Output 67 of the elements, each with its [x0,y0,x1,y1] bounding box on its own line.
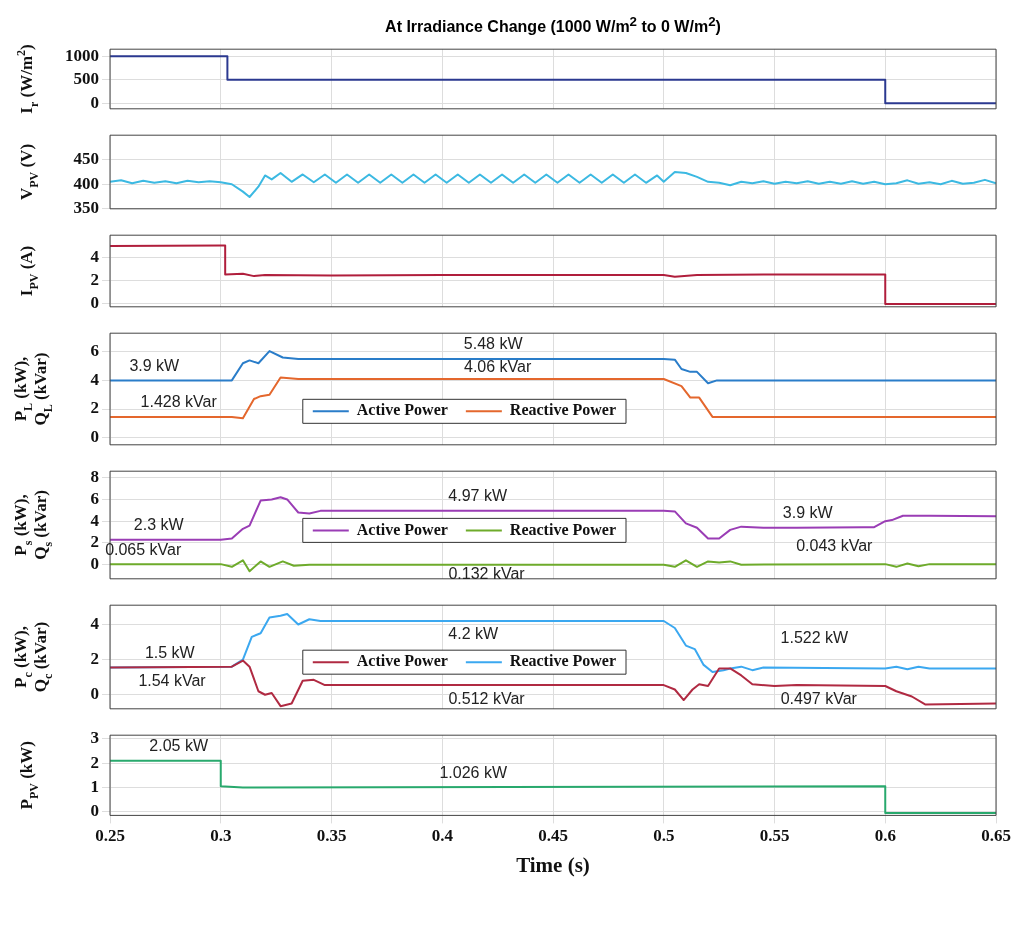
x-axis-title: Time (s) [516,852,590,877]
annotation: 3.9 kW [782,504,834,522]
x-tick-label: 0.45 [538,825,568,845]
y-tick-label: 3 [90,728,99,748]
y-tick-label: 400 [73,173,99,193]
y-axis-title: PL (kW), QL (kVar) [11,352,55,426]
y-tick-label: 0 [90,801,99,821]
annotation: 0.497 kVar [780,690,858,708]
x-tick-label: 0.55 [759,825,790,845]
annotation: 4.97 kW [448,487,508,505]
annotation: 1.522 kW [780,628,850,646]
legend-label: Active Power [356,520,448,538]
y-tick-label: 2 [90,752,99,772]
y-tick-label: 2 [90,398,99,418]
annotation: 1.5 kW [144,643,196,661]
y-axis-title: PPV (kW) [17,741,41,810]
y-tick-label: 350 [73,198,99,218]
x-tick-label: 0.65 [981,825,1011,845]
y-tick-label: 450 [73,149,99,169]
annotation: 0.065 kVar [105,540,182,558]
y-tick-label: 4 [90,247,100,267]
annotation: 5.48 kW [463,335,524,353]
y-tick-label: 1 [90,776,99,796]
legend-label: Reactive Power [509,401,617,419]
annotation: 4.06 kVar [463,358,532,376]
annotation: 0.132 kVar [448,565,526,583]
annotation: 0.043 kVar [796,536,874,554]
legend-label: Reactive Power [509,520,617,538]
y-tick-label: 6 [90,341,99,361]
legend-label: Active Power [356,401,448,419]
y-tick-label: 500 [73,69,99,89]
y-tick-label: 0 [90,292,99,312]
legend-label: Active Power [356,652,448,670]
x-tick-label: 0.5 [653,825,675,845]
y-axis-title: Pc (kW), Qc (kVar) [11,621,55,693]
annotation: 2.3 kW [133,516,185,534]
x-tick-label: 0.35 [316,825,347,845]
y-tick-label: 2 [90,649,99,669]
annotation: 4.2 kW [448,625,500,643]
y-axis-title: Ir (W/m2) [13,44,41,114]
y-tick-label: 0 [90,684,99,704]
annotation: 2.05 kW [149,737,209,755]
y-tick-label: 0 [90,554,99,574]
y-tick-label: 4 [90,369,100,389]
annotation: 0.512 kVar [448,689,526,707]
y-tick-label: 2 [90,270,99,290]
annotation: 1.026 kW [439,763,508,781]
x-tick-label: 0.25 [95,825,125,845]
y-tick-label: 0 [90,427,99,447]
annotation: 1.428 kVar [140,393,218,411]
legend-label: Reactive Power [509,652,617,670]
annotation: 3.9 kW [129,356,181,374]
y-tick-label: 6 [90,488,99,508]
y-axis-title: Ps (kW), Qs (kVar) [11,490,55,560]
y-axis-title: IPV (A) [17,245,41,297]
y-tick-label: 0 [90,92,99,112]
y-tick-label: 4 [90,510,100,530]
chart-title: At Irradiance Change (1000 W/m$^{2}$ to 0 W/m$^{2}$) [384,13,722,36]
y-tick-label: 8 [90,467,99,487]
x-tick-label: 0.3 [210,825,232,845]
y-tick-label: 1000 [65,45,99,65]
y-axis-title: VPV (V) [17,143,41,201]
annotation: 1.54 kVar [138,671,207,689]
y-tick-label: 2 [90,532,99,552]
x-tick-label: 0.6 [874,825,896,845]
y-tick-label: 4 [90,613,100,633]
x-tick-label: 0.4 [431,825,454,845]
